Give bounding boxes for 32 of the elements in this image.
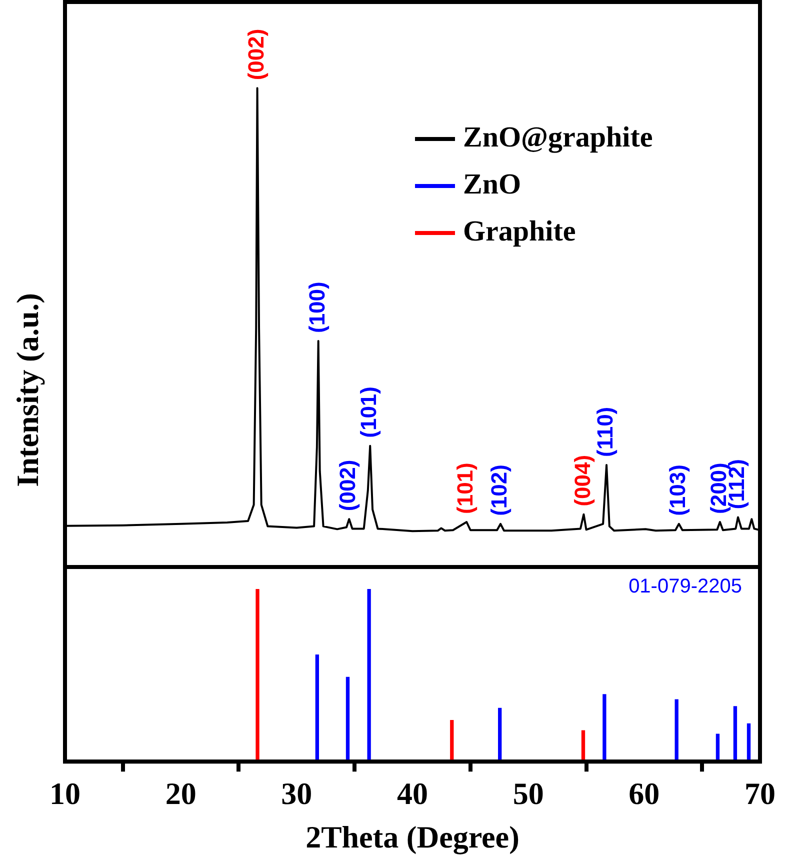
text: Graphite [463,215,576,248]
bar [674,699,678,762]
x-axis-title: 2Theta (Degree) [306,819,520,854]
annotation: (004) [570,454,595,506]
bar [450,720,454,762]
annotation: (002) [335,460,360,512]
x-tick-label: 70 [744,776,776,812]
annotation: (101) [356,386,382,438]
annotation: (102) [486,464,512,516]
x-tick-label: 20 [165,776,196,812]
bar [733,706,738,762]
annotation: (100) [304,282,330,333]
x-tick-label: 60 [628,776,660,812]
annotation: 01-079-2205 [628,576,742,598]
bar [256,589,260,762]
bar [346,676,350,762]
x-tick-label: 30 [281,776,312,812]
bar [602,694,606,762]
x-tick-label: 10 [50,776,80,812]
bar [746,723,751,762]
text: ZnO [463,168,522,200]
bar [367,589,371,762]
annotation: (103) [664,464,690,516]
annotation: (110) [592,406,618,458]
x-tick-label: 50 [512,776,544,812]
x-tick-label: 40 [397,776,428,812]
y-axis-title: Intensity (a.u.) [10,293,46,487]
annotation: (101) [452,462,478,514]
bar [315,654,319,762]
annotation: (002) [243,28,268,80]
legend-label: ZnO@graphite [463,121,653,154]
bar [498,708,502,762]
